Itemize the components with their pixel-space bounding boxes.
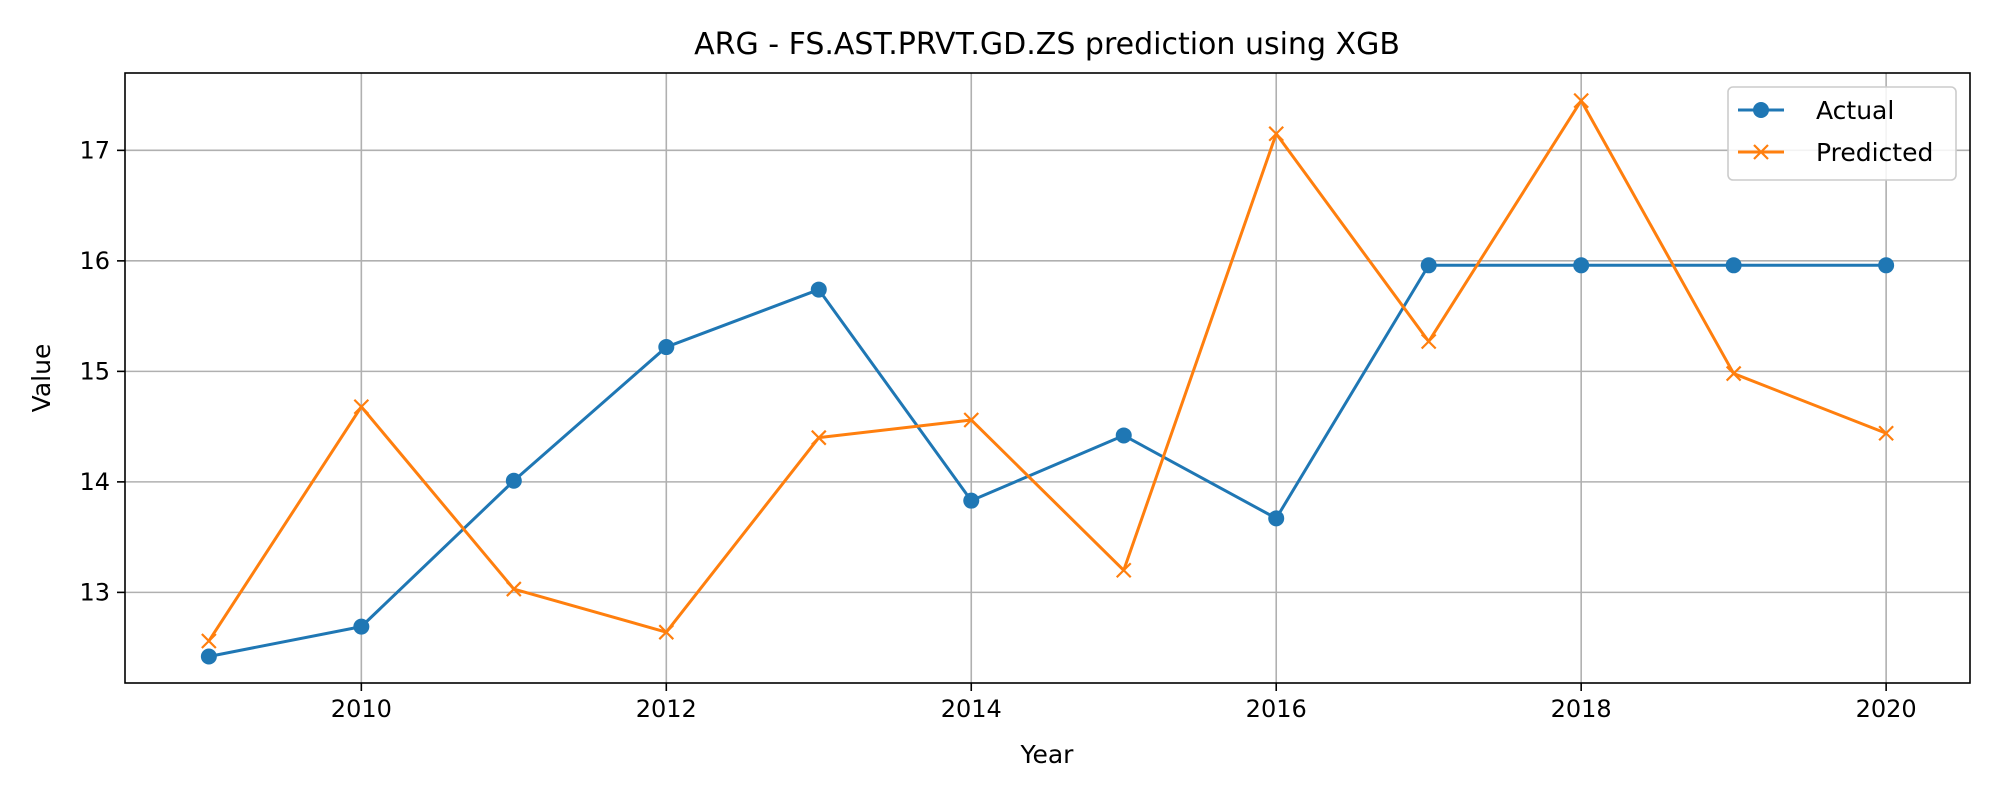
actual-point: [658, 339, 675, 356]
x-tick-label: 2016: [1246, 695, 1307, 723]
actual-point: [505, 472, 522, 489]
actual-point: [200, 648, 217, 665]
y-axis-label: Value: [27, 344, 56, 413]
x-tick-label: 2010: [331, 695, 392, 723]
y-tick-label: 16: [79, 247, 110, 275]
predicted-series: [201, 92, 1894, 649]
y-tick-label: 13: [79, 578, 110, 606]
y-tick-label: 15: [79, 357, 110, 385]
series-layer: [200, 92, 1895, 665]
actual-point: [1268, 510, 1285, 527]
actual-point: [353, 618, 370, 635]
predicted-point: [963, 412, 980, 428]
actual-point: [810, 281, 827, 298]
y-tick-label: 17: [79, 136, 110, 164]
axis-ticks: 2010 2012 2014 2016 2018 2020 13 14 15 16 17: [79, 136, 1916, 723]
actual-line: [208, 263, 1887, 658]
predicted-point: [201, 633, 217, 649]
actual-point: [1725, 257, 1742, 274]
x-tick-label: 2018: [1551, 695, 1612, 723]
predicted-point: [1115, 562, 1132, 579]
legend-box: [1727, 86, 1957, 181]
chart-title: ARG - FS.AST.PRVT.GD.ZS prediction using…: [694, 27, 1400, 62]
legend-actual-marker: [1753, 102, 1769, 118]
x-axis-label: Year: [1020, 740, 1075, 769]
predicted-point: [353, 398, 370, 415]
x-tick-label: 2014: [941, 695, 1002, 723]
x-tick-label: 2012: [636, 695, 697, 723]
actual-point: [1420, 257, 1437, 274]
legend: Actual Predicted: [1727, 86, 1957, 181]
legend-predicted-marker: [1753, 144, 1769, 160]
predicted-point: [811, 429, 827, 446]
predicted-point: [1878, 425, 1894, 442]
plot-frame: [124, 72, 1971, 684]
actual-series: [200, 257, 1895, 665]
legend-predicted-label: Predicted: [1816, 138, 1933, 167]
predicted-point: [1573, 92, 1589, 109]
grid: [125, 73, 1970, 683]
y-tick-label: 14: [79, 468, 110, 496]
actual-point: [1573, 257, 1590, 274]
actual-point: [963, 492, 980, 509]
predicted-line: [207, 99, 1887, 642]
predicted-point: [1725, 365, 1742, 382]
predicted-point: [506, 581, 522, 597]
predicted-point: [1268, 126, 1284, 142]
actual-point: [1878, 257, 1895, 274]
legend-actual-label: Actual: [1816, 96, 1894, 125]
predicted-point: [658, 624, 675, 640]
predicted-point: [1420, 333, 1437, 350]
actual-point: [1115, 427, 1132, 444]
x-tick-label: 2020: [1856, 695, 1917, 723]
